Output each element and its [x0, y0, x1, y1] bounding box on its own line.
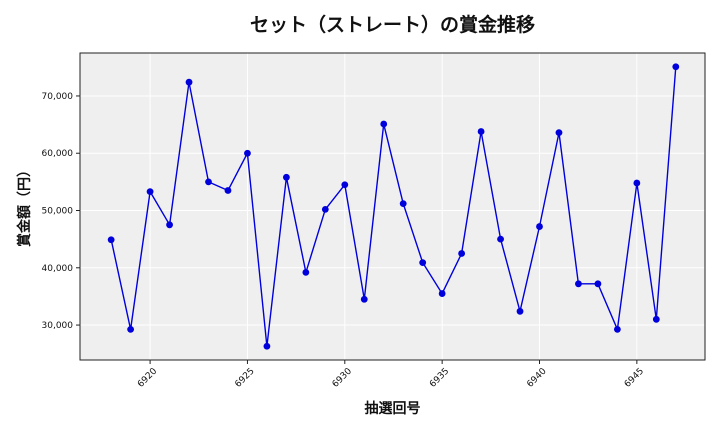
x-tick-label: 6930: [331, 366, 354, 389]
data-point-marker: [224, 187, 232, 194]
x-tick-label: 6940: [525, 366, 548, 389]
data-point-marker: [205, 178, 212, 186]
data-point-marker: [555, 129, 563, 137]
x-tick-label: 6945: [623, 366, 646, 389]
data-point-marker: [127, 325, 135, 333]
data-point-marker: [107, 236, 115, 244]
plot-frame: [79, 52, 706, 361]
data-point-marker: [166, 221, 173, 229]
x-tick-label: 6935: [428, 366, 451, 389]
data-point-marker: [438, 290, 446, 297]
plot-area: [80, 53, 705, 360]
data-point-marker: [458, 250, 466, 257]
y-tick-label: 30,000: [42, 321, 74, 331]
chart-title: セット（ストレート）の賞金推移: [249, 14, 535, 36]
data-point-marker: [185, 78, 193, 86]
data-point-marker: [321, 205, 329, 213]
data-point-marker: [672, 63, 680, 71]
x-tick-label: 6920: [136, 366, 159, 389]
data-point-marker: [613, 325, 621, 333]
y-tick-label: 50,000: [42, 207, 74, 217]
data-point-marker: [516, 307, 524, 315]
data-point-marker: [497, 235, 504, 243]
data-point-marker: [399, 200, 407, 208]
data-point-marker: [477, 128, 485, 135]
data-series: [107, 63, 680, 350]
data-point-marker: [282, 173, 290, 181]
y-tick-label: 40,000: [42, 264, 74, 274]
data-point-marker: [652, 315, 660, 323]
data-point-marker: [244, 149, 251, 157]
data-point-marker: [341, 181, 349, 189]
x-axis-ticks: 6920 6925 6930 6935 6940 6945: [136, 360, 646, 390]
y-tick-label: 60,000: [42, 149, 74, 159]
data-point-marker: [633, 179, 641, 187]
x-axis-label: 抽選回号: [364, 401, 421, 417]
data-point-marker: [302, 268, 310, 276]
data-point-marker: [146, 188, 154, 196]
data-point-marker: [594, 280, 602, 288]
data-point-marker: [419, 259, 427, 267]
y-axis-ticks: 30,000 40,000 50,000 60,000 70,000: [42, 92, 80, 331]
data-point-marker: [360, 295, 368, 303]
data-point-marker: [380, 120, 388, 128]
grid-lines: [80, 53, 705, 360]
x-tick-label: 6925: [233, 366, 256, 389]
data-point-marker: [536, 223, 543, 230]
y-tick-label: 70,000: [42, 92, 74, 102]
data-point-marker: [263, 342, 271, 350]
data-point-marker: [575, 280, 582, 288]
